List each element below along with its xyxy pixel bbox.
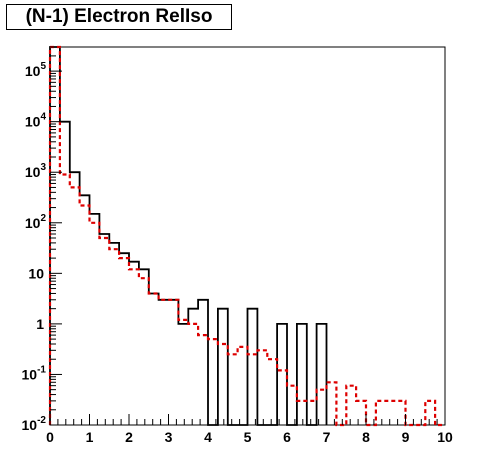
x-tick-label: 10 [437,429,453,445]
y-tick-label: 102 [25,213,47,231]
x-tick-label: 7 [323,429,331,445]
x-tick-label: 4 [204,429,212,445]
y-tick-label: 103 [25,162,47,180]
axis-layer: 0 1 2 3 4 5 6 7 8 9 10 10-2 10-1 1 10 102 103 104 105 [22,46,453,445]
y-tick-label: 10-1 [22,364,47,382]
chart-title: (N-1) Electron RelIso [6,4,232,30]
x-tick-label: 3 [165,429,173,445]
y-tick-label: 105 [25,61,47,79]
x-tick-label: 1 [86,429,94,445]
x-tick-label: 9 [402,429,410,445]
x-tick-label: 2 [125,429,133,445]
x-tick-label: 6 [283,429,291,445]
series-layer [48,45,445,427]
x-tick-label: 8 [362,429,370,445]
y-tick-label: 1 [36,316,44,332]
y-tick-label: 10-2 [22,415,47,433]
y-tick-label: 10 [28,265,44,281]
x-tick-label: 5 [244,429,252,445]
x-tick-label: 0 [46,429,54,445]
y-tick-label: 104 [25,112,47,130]
histogram-series-2 [48,45,445,427]
